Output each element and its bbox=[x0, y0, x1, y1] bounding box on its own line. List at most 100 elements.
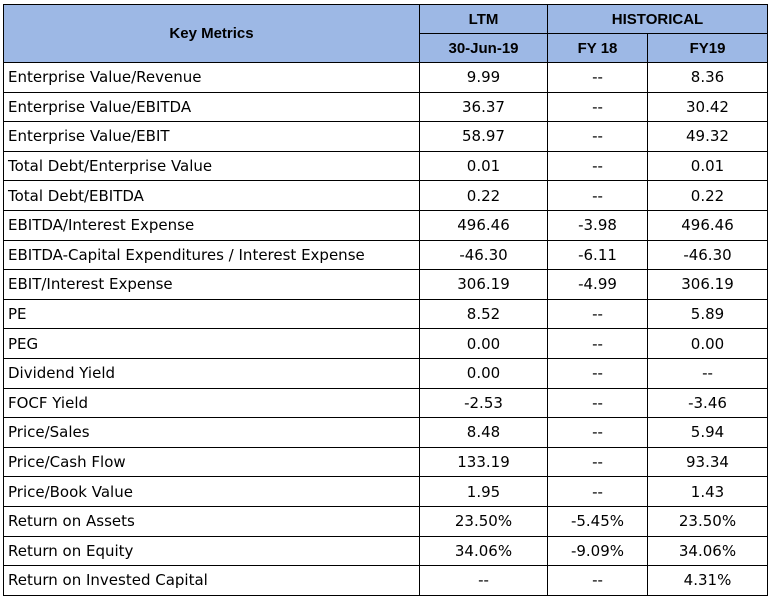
fy18-value-cell: -- bbox=[547, 150, 648, 182]
fy19-value-cell: 8.36 bbox=[647, 62, 768, 93]
ltm-value-cell: -- bbox=[419, 565, 548, 596]
fy19-value-cell: 30.42 bbox=[647, 91, 768, 123]
ltm-value-cell: 1.95 bbox=[419, 476, 548, 507]
ltm-date-header: 30-Jun-19 bbox=[419, 33, 548, 63]
fy19-value-cell: 496.46 bbox=[647, 209, 768, 241]
table-row: Enterprise Value/EBIT 58.97 -- 49.32 bbox=[3, 121, 768, 152]
ltm-value-cell: 9.99 bbox=[419, 62, 548, 93]
ltm-value-cell: 133.19 bbox=[419, 446, 548, 478]
metric-name-cell: FOCF Yield bbox=[3, 387, 420, 419]
table-row: Total Debt/Enterprise Value 0.01 -- 0.01 bbox=[3, 150, 768, 182]
table-row: Return on Equity 34.06% -9.09% 34.06% bbox=[3, 535, 768, 567]
table-row: Enterprise Value/EBITDA 36.37 -- 30.42 bbox=[3, 91, 768, 123]
metric-name-cell: Price/Sales bbox=[3, 417, 420, 448]
fy18-value-cell: -- bbox=[547, 298, 648, 330]
table-row: FOCF Yield -2.53 -- -3.46 bbox=[3, 387, 768, 419]
table-row: EBITDA/Interest Expense 496.46 -3.98 496.46 bbox=[3, 209, 768, 241]
table-row: Enterprise Value/Revenue 9.99 -- 8.36 bbox=[3, 62, 768, 93]
fy18-value-cell: -- bbox=[547, 446, 648, 478]
metric-name-cell: Return on Assets bbox=[3, 505, 420, 537]
fy18-value-cell: -- bbox=[547, 476, 648, 507]
fy19-value-cell: -46.30 bbox=[647, 239, 768, 271]
metric-name-cell: EBIT/Interest Expense bbox=[3, 269, 420, 300]
fy18-value-cell: -- bbox=[547, 417, 648, 448]
fy19-value-cell: -- bbox=[647, 357, 768, 389]
ltm-value-cell: 0.01 bbox=[419, 150, 548, 182]
table-body: Enterprise Value/Revenue 9.99 -- 8.36 Enterp… bbox=[3, 62, 768, 596]
metric-name-cell: Enterprise Value/Revenue bbox=[3, 62, 420, 93]
ltm-value-cell: -46.30 bbox=[419, 239, 548, 271]
fy19-value-cell: -3.46 bbox=[647, 387, 768, 419]
fy19-value-cell: 93.34 bbox=[647, 446, 768, 478]
table-row: Price/Sales 8.48 -- 5.94 bbox=[3, 417, 768, 448]
fy19-value-cell: 306.19 bbox=[647, 269, 768, 300]
table-row: PE 8.52 -- 5.89 bbox=[3, 298, 768, 330]
table-row: Total Debt/EBITDA 0.22 -- 0.22 bbox=[3, 180, 768, 211]
fy19-header: FY19 bbox=[647, 33, 768, 63]
fy19-value-cell: 4.31% bbox=[647, 565, 768, 596]
metric-name-cell: PEG bbox=[3, 328, 420, 359]
fy19-value-cell: 23.50% bbox=[647, 505, 768, 537]
fy19-value-cell: 34.06% bbox=[647, 535, 768, 567]
metric-name-cell: Total Debt/Enterprise Value bbox=[3, 150, 420, 182]
ltm-value-cell: 8.48 bbox=[419, 417, 548, 448]
header-row-bottom: 30-Jun-19 FY 18 FY19 bbox=[4, 33, 768, 63]
ltm-value-cell: 8.52 bbox=[419, 298, 548, 330]
metric-name-cell: EBITDA/Interest Expense bbox=[3, 209, 420, 241]
fy18-value-cell: -4.99 bbox=[547, 269, 648, 300]
fy19-value-cell: 0.01 bbox=[647, 150, 768, 182]
fy19-value-cell: 5.94 bbox=[647, 417, 768, 448]
ltm-value-cell: 0.00 bbox=[419, 357, 548, 389]
fy18-value-cell: -- bbox=[547, 357, 648, 389]
ltm-value-cell: 58.97 bbox=[419, 121, 548, 152]
header-row-top: Key Metrics LTM HISTORICAL bbox=[3, 4, 768, 63]
metric-name-cell: Enterprise Value/EBIT bbox=[3, 121, 420, 152]
metric-name-cell: PE bbox=[3, 298, 420, 330]
fy18-value-cell: -- bbox=[547, 91, 648, 123]
metric-name-cell: Return on Equity bbox=[3, 535, 420, 567]
table-row: Price/Cash Flow 133.19 -- 93.34 bbox=[3, 446, 768, 478]
fy19-value-cell: 5.89 bbox=[647, 298, 768, 330]
metric-name-cell: Return on Invested Capital bbox=[3, 565, 420, 596]
table-row: PEG 0.00 -- 0.00 bbox=[3, 328, 768, 359]
key-metrics-table: Key Metrics LTM HISTORICAL 30-Jun-19 FY … bbox=[3, 4, 768, 596]
fy18-value-cell: -6.11 bbox=[547, 239, 648, 271]
historical-header: HISTORICAL bbox=[547, 4, 768, 34]
fy18-value-cell: -- bbox=[547, 328, 648, 359]
metric-name-cell: Price/Cash Flow bbox=[3, 446, 420, 478]
ltm-header: LTM bbox=[419, 4, 548, 34]
ltm-value-cell: -2.53 bbox=[419, 387, 548, 419]
ltm-value-cell: 0.00 bbox=[419, 328, 548, 359]
metric-name-cell: Price/Book Value bbox=[3, 476, 420, 507]
ltm-value-cell: 306.19 bbox=[419, 269, 548, 300]
ltm-value-cell: 23.50% bbox=[419, 505, 548, 537]
fy19-value-cell: 1.43 bbox=[647, 476, 768, 507]
table-row: Return on Invested Capital -- -- 4.31% bbox=[3, 565, 768, 596]
fy19-value-cell: 0.00 bbox=[647, 328, 768, 359]
fy19-value-cell: 49.32 bbox=[647, 121, 768, 152]
fy18-value-cell: -- bbox=[547, 180, 648, 211]
ltm-value-cell: 36.37 bbox=[419, 91, 548, 123]
fy18-value-cell: -- bbox=[547, 121, 648, 152]
table-row: EBIT/Interest Expense 306.19 -4.99 306.19 bbox=[3, 269, 768, 300]
fy18-value-cell: -- bbox=[547, 62, 648, 93]
metric-name-cell: Enterprise Value/EBITDA bbox=[3, 91, 420, 123]
key-metrics-header: Key Metrics bbox=[3, 4, 420, 63]
ltm-value-cell: 34.06% bbox=[419, 535, 548, 567]
ltm-value-cell: 0.22 bbox=[419, 180, 548, 211]
metric-name-cell: Dividend Yield bbox=[3, 357, 420, 389]
fy18-value-cell: -- bbox=[547, 387, 648, 419]
fy18-value-cell: -3.98 bbox=[547, 209, 648, 241]
table-row: Price/Book Value 1.95 -- 1.43 bbox=[3, 476, 768, 507]
metric-name-cell: EBITDA-Capital Expenditures / Interest E… bbox=[3, 239, 420, 271]
fy18-value-cell: -5.45% bbox=[547, 505, 648, 537]
ltm-value-cell: 496.46 bbox=[419, 209, 548, 241]
metric-name-cell: Total Debt/EBITDA bbox=[3, 180, 420, 211]
fy18-value-cell: -- bbox=[547, 565, 648, 596]
fy19-value-cell: 0.22 bbox=[647, 180, 768, 211]
fy18-header: FY 18 bbox=[547, 33, 648, 63]
table-row: EBITDA-Capital Expenditures / Interest E… bbox=[3, 239, 768, 271]
fy18-value-cell: -9.09% bbox=[547, 535, 648, 567]
table-header: Key Metrics LTM HISTORICAL 30-Jun-19 FY … bbox=[3, 4, 768, 63]
table-row: Dividend Yield 0.00 -- -- bbox=[3, 357, 768, 389]
